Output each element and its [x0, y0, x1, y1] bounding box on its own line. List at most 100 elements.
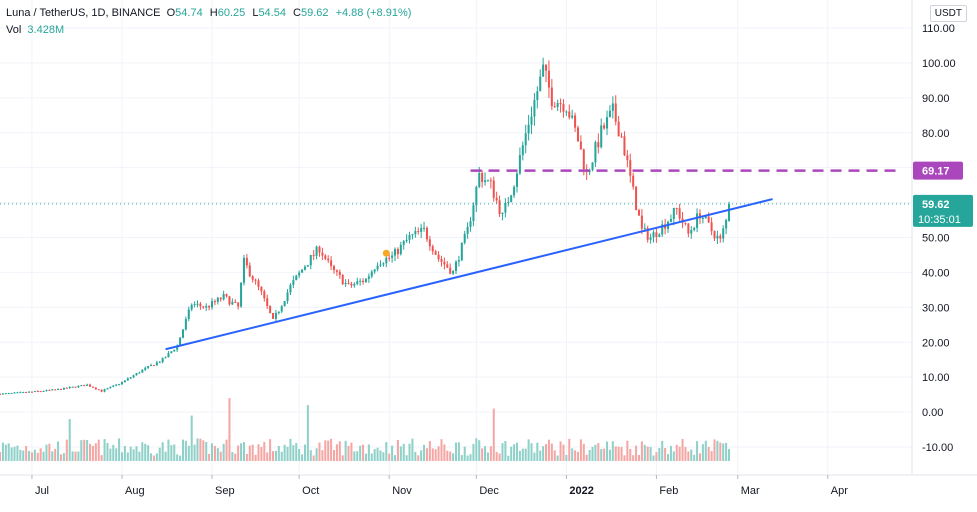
candle-body [463, 233, 466, 243]
candle-body [274, 312, 277, 319]
volume-bar [179, 455, 182, 461]
volume-bar [225, 439, 228, 461]
currency-button[interactable]: USDT [929, 5, 967, 22]
candle-body [91, 386, 94, 388]
volume-bar [321, 450, 324, 461]
candle-body [112, 385, 115, 387]
candle-body [266, 298, 269, 306]
candle-body [536, 91, 539, 101]
volume-bar [280, 451, 283, 461]
candle-body [179, 337, 182, 346]
candle-body [437, 254, 440, 260]
volume-bar [568, 438, 571, 461]
volume-bar [536, 442, 539, 461]
candle-body [640, 215, 643, 229]
candle-body [411, 234, 414, 236]
candle-body [434, 251, 437, 255]
volume-bar [240, 443, 243, 461]
volume-bar [637, 455, 640, 461]
candle-body [170, 351, 173, 354]
volume-bar [623, 455, 626, 461]
candle-body [80, 385, 83, 387]
candle-body [495, 197, 498, 201]
symbol-title[interactable]: Luna / TetherUS, 1D, BINANCE [6, 7, 161, 19]
volume-bar [36, 452, 39, 461]
price-tick-label: 50.00 [922, 233, 950, 245]
candle-body [388, 257, 391, 259]
volume-bar [74, 451, 77, 461]
volume-bar [71, 451, 74, 461]
candle-body [318, 246, 321, 253]
volume-bar [277, 445, 280, 461]
volume-bar [309, 450, 312, 461]
candle-body [126, 378, 129, 381]
volume-bar [59, 454, 63, 461]
candle-body [216, 297, 219, 302]
volume-bar [484, 446, 487, 461]
volume-bar [521, 448, 524, 461]
candle-body [30, 391, 33, 393]
candle-body [25, 392, 28, 394]
volume-bar [347, 445, 350, 461]
volume-bar [39, 448, 42, 461]
volume-bar [469, 454, 472, 461]
volume-bar [312, 455, 315, 461]
volume-bar [472, 443, 475, 461]
candle-body [280, 306, 283, 312]
volume-bar [100, 455, 103, 461]
candle-body [696, 213, 699, 228]
candle-body [510, 195, 513, 202]
candle-body [332, 266, 336, 271]
volume-bar [118, 438, 121, 461]
volume-bar [385, 442, 388, 461]
candle-body [173, 349, 176, 352]
change-value: +4.88 (+8.91%) [335, 7, 412, 19]
volume-bar [362, 444, 365, 461]
volume-histogram [0, 398, 731, 461]
candle-body [7, 392, 10, 394]
candle-body [364, 278, 367, 283]
drawings[interactable] [0, 169, 912, 351]
volume-bar [274, 450, 277, 461]
candle-body [449, 267, 452, 274]
candle-body [606, 117, 609, 129]
candle-body [597, 142, 600, 148]
candle-body [574, 115, 577, 128]
volume-bar [359, 445, 362, 461]
candle-body [637, 210, 640, 216]
volume-bar [437, 446, 440, 461]
volume-bar [704, 440, 707, 461]
low-label: L [252, 7, 259, 19]
high-value: 60.25 [217, 7, 246, 19]
volume-bar [103, 439, 106, 461]
volume-bar [510, 446, 513, 461]
candle-body [83, 385, 86, 387]
volume-bar [507, 455, 510, 461]
volume-bar [97, 439, 100, 461]
candle-body [242, 257, 245, 283]
candle-body [248, 265, 251, 277]
candle-body [539, 76, 542, 92]
volume-bar [632, 455, 635, 461]
candle-body [132, 375, 135, 378]
volume-bar [266, 452, 269, 461]
volume-bar [713, 439, 716, 461]
candle-body [347, 282, 350, 284]
volume-bar [669, 445, 672, 461]
volume-bar [698, 453, 701, 461]
volume-bar [68, 419, 71, 461]
candle-body [42, 390, 45, 392]
candle-body [707, 216, 710, 223]
volume-bar [498, 453, 501, 461]
volume-bar [582, 443, 585, 461]
volume-bar [283, 444, 286, 461]
volume-bar [565, 454, 568, 461]
volume-bar [423, 444, 426, 461]
high-label: H [209, 7, 218, 19]
volume-bar [181, 439, 184, 461]
volume-bar [263, 441, 266, 461]
candle-body [588, 170, 591, 173]
level-price-label: 69.17 [922, 166, 950, 178]
